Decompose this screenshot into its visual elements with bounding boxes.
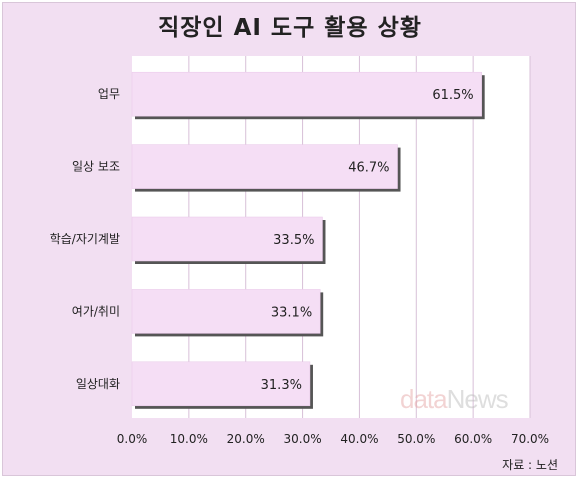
x-tick-label: 20.0%: [227, 432, 265, 446]
data-label: 46.7%: [348, 161, 389, 176]
chart-title: 직장인 AI 도구 활용 상황: [158, 15, 422, 41]
bar: [131, 216, 323, 262]
data-label: 31.3%: [261, 378, 302, 393]
x-tick-label: 10.0%: [170, 432, 208, 446]
x-tick-label: 50.0%: [397, 432, 435, 446]
bar: [131, 361, 311, 407]
x-tick-label: 40.0%: [340, 432, 378, 446]
source-note: 자료 : 노션: [502, 458, 558, 472]
data-label: 61.5%: [432, 88, 473, 103]
x-axis-tick-labels: 0.0% 10.0% 20.0% 30.0% 40.0% 50.0% 60.0% 70.0%: [117, 432, 549, 446]
watermark-news: News: [446, 384, 509, 414]
x-tick-label: 70.0%: [511, 432, 549, 446]
category-label: 일상 보조: [72, 160, 120, 174]
data-label: 33.5%: [273, 233, 314, 248]
bar: [131, 144, 398, 189]
bar: [131, 289, 321, 334]
watermark-data: data: [400, 384, 448, 414]
data-label: 33.1%: [271, 305, 312, 320]
category-label: 여가/취미: [72, 304, 120, 318]
x-tick-label: 30.0%: [284, 432, 322, 446]
category-label: 학습/자기계발: [50, 232, 120, 246]
bars: 61.5% 46.7% 33.5% 33.1% 31.3%: [131, 71, 485, 409]
x-tick-label: 60.0%: [454, 432, 492, 446]
category-label: 업무: [98, 87, 120, 101]
x-tick-label: 0.0%: [117, 432, 148, 446]
bar: [131, 71, 482, 117]
category-label: 일상대화: [76, 377, 120, 391]
datanews-watermark: dataNews: [400, 384, 509, 415]
